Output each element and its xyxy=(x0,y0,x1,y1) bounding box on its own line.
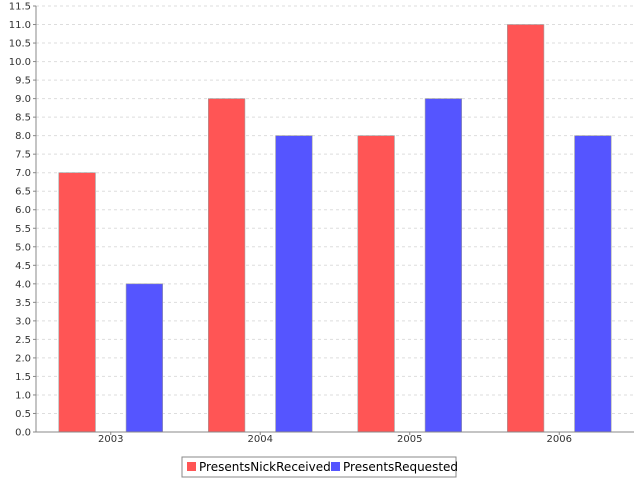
y-tick-label: 0.5 xyxy=(15,409,31,420)
legend-frame xyxy=(181,456,457,478)
y-tick-label: 0.0 xyxy=(15,428,31,439)
x-tick-labels: 2003 2004 2005 2006 xyxy=(98,432,572,445)
y-tick-label: 2.0 xyxy=(15,353,31,364)
legend-label-received: PresentsNickReceived xyxy=(199,460,331,474)
bar-PresentsRequested-2005 xyxy=(424,98,463,433)
y-tick-label: 7.5 xyxy=(15,150,31,161)
y-tick-label: 11.0 xyxy=(9,20,31,31)
y-tick-labels: 0.0 0.5 1.0 1.5 2.0 2.5 3.0 3.5 4.0 4.5 5.0 5.5 6.0 6… xyxy=(9,2,36,439)
y-tick-label: 8.0 xyxy=(15,131,31,142)
y-tick-label: 5.0 xyxy=(15,242,31,253)
legend-swatch-received xyxy=(187,462,196,471)
y-tick-label: 5.5 xyxy=(15,224,31,235)
bar-PresentsNickReceived-2005 xyxy=(357,135,395,433)
legend: PresentsNickReceived PresentsRequested xyxy=(181,456,458,478)
bar-PresentsRequested-2003 xyxy=(125,283,164,433)
y-tick-label: 4.0 xyxy=(15,279,31,290)
gridlines xyxy=(36,5,634,414)
bar-PresentsNickReceived-2003 xyxy=(58,172,96,433)
axes xyxy=(35,6,634,433)
y-tick-label: 2.5 xyxy=(15,335,31,346)
bars xyxy=(58,24,612,433)
y-tick-label: 1.5 xyxy=(15,372,31,383)
legend-label-requested: PresentsRequested xyxy=(343,460,458,474)
y-tick-label: 10.0 xyxy=(9,57,31,68)
x-tick-label: 2004 xyxy=(248,434,273,445)
y-tick-label: 9.5 xyxy=(15,76,31,87)
y-tick-label: 1.0 xyxy=(15,390,31,401)
y-tick-label: 10.5 xyxy=(9,39,31,50)
y-tick-label: 11.5 xyxy=(9,2,31,13)
x-tick-label: 2005 xyxy=(397,434,422,445)
legend-swatch-requested xyxy=(331,462,340,471)
y-tick-label: 6.0 xyxy=(15,205,31,216)
y-tick-label: 3.0 xyxy=(15,316,31,327)
bar-PresentsRequested-2004 xyxy=(275,135,313,433)
bar-PresentsNickReceived-2006 xyxy=(506,24,545,433)
y-tick-label: 7.0 xyxy=(15,168,31,179)
x-tick-label: 2003 xyxy=(98,434,123,445)
bar-PresentsNickReceived-2004 xyxy=(207,98,246,433)
y-tick-label: 3.5 xyxy=(15,298,31,309)
y-tick-label: 8.5 xyxy=(15,113,31,124)
x-tick-label: 2006 xyxy=(547,434,572,445)
bar-PresentsRequested-2006 xyxy=(574,135,612,433)
y-tick-label: 9.0 xyxy=(15,94,31,105)
y-tick-label: 4.5 xyxy=(15,261,31,272)
y-tick-label: 6.5 xyxy=(15,187,31,198)
